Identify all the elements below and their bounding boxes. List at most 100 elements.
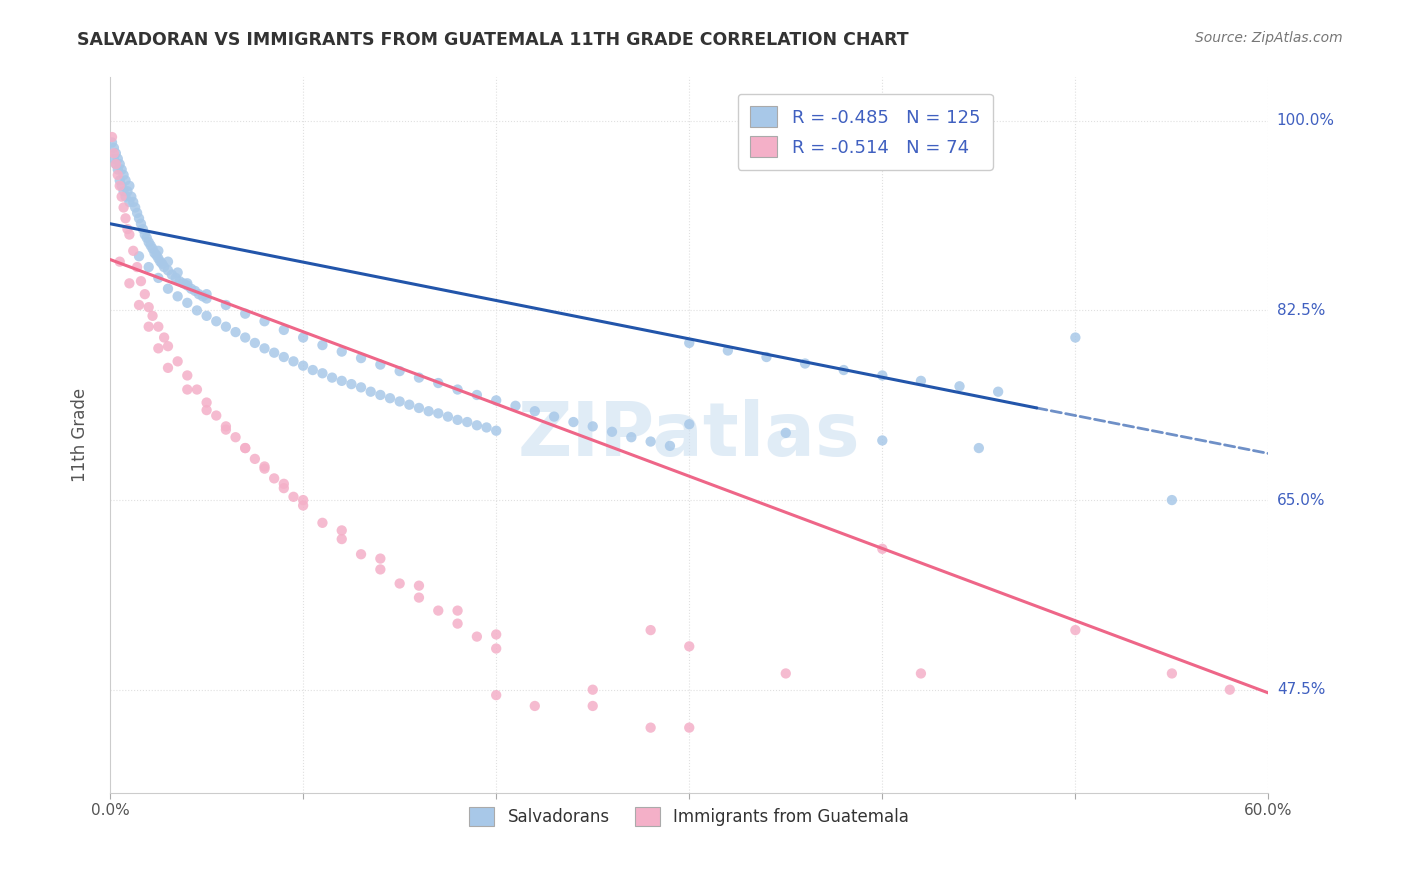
Point xyxy=(437,409,460,424)
Point xyxy=(330,524,353,538)
Point xyxy=(398,398,420,412)
Point xyxy=(128,298,150,312)
Point xyxy=(205,409,228,423)
Point xyxy=(195,403,218,417)
Text: SALVADORAN VS IMMIGRANTS FROM GUATEMALA 11TH GRADE CORRELATION CHART: SALVADORAN VS IMMIGRANTS FROM GUATEMALA … xyxy=(77,31,908,49)
Point xyxy=(273,323,295,337)
Point xyxy=(370,551,392,566)
Point xyxy=(418,404,440,418)
Point xyxy=(446,383,468,397)
Point xyxy=(350,547,373,561)
Point xyxy=(321,370,343,384)
Point xyxy=(485,393,508,408)
Point xyxy=(101,136,124,150)
Point xyxy=(166,289,188,303)
Point xyxy=(427,406,450,420)
Point xyxy=(582,682,605,697)
Point xyxy=(987,384,1010,399)
Point xyxy=(485,688,508,702)
Point xyxy=(156,282,179,296)
Point xyxy=(273,350,295,364)
Point xyxy=(128,249,150,263)
Point xyxy=(114,189,136,203)
Point xyxy=(378,391,401,405)
Point xyxy=(910,374,932,388)
Point xyxy=(465,388,488,402)
Point xyxy=(112,201,135,215)
Point xyxy=(446,604,468,618)
Point xyxy=(108,178,131,193)
Point xyxy=(186,303,208,318)
Point xyxy=(370,562,392,576)
Point xyxy=(311,516,333,530)
Point xyxy=(103,146,125,161)
Point xyxy=(427,376,450,390)
Point xyxy=(215,298,238,312)
Point xyxy=(485,641,508,656)
Point xyxy=(582,698,605,713)
Point xyxy=(263,345,285,359)
Text: Source: ZipAtlas.com: Source: ZipAtlas.com xyxy=(1195,31,1343,45)
Point xyxy=(148,342,170,356)
Point xyxy=(156,263,179,277)
Point xyxy=(138,300,160,314)
Point xyxy=(485,627,508,641)
Point xyxy=(1160,666,1182,681)
Y-axis label: 11th Grade: 11th Grade xyxy=(72,388,89,482)
Point xyxy=(117,184,139,198)
Point xyxy=(139,238,162,252)
Point xyxy=(465,630,488,644)
Point xyxy=(108,173,131,187)
Point xyxy=(138,260,160,274)
Point xyxy=(176,383,198,397)
Text: 82.5%: 82.5% xyxy=(1277,303,1324,318)
Point xyxy=(243,451,266,466)
Point xyxy=(253,459,276,474)
Point xyxy=(582,419,605,434)
Point xyxy=(104,157,127,171)
Point xyxy=(427,604,450,618)
Point xyxy=(160,268,183,282)
Point xyxy=(292,359,315,373)
Point xyxy=(678,640,700,654)
Point xyxy=(775,425,797,440)
Point xyxy=(215,419,238,434)
Point xyxy=(129,274,152,288)
Point xyxy=(111,162,134,177)
Point xyxy=(141,242,163,256)
Text: ZIPatlas: ZIPatlas xyxy=(517,399,860,472)
Point xyxy=(176,368,198,383)
Point xyxy=(243,335,266,350)
Point xyxy=(253,461,276,475)
Point xyxy=(225,430,247,444)
Point xyxy=(153,330,176,344)
Point xyxy=(910,666,932,681)
Point xyxy=(148,252,170,266)
Point xyxy=(150,257,173,271)
Point xyxy=(176,278,198,293)
Point xyxy=(122,195,145,210)
Point xyxy=(562,415,585,429)
Point xyxy=(215,319,238,334)
Point xyxy=(186,383,208,397)
Point xyxy=(143,246,166,260)
Point xyxy=(122,244,145,258)
Point xyxy=(505,399,527,413)
Point xyxy=(118,178,141,193)
Point xyxy=(600,425,623,439)
Point xyxy=(195,292,218,306)
Point xyxy=(1219,682,1241,697)
Point xyxy=(330,344,353,359)
Point xyxy=(111,189,134,203)
Point xyxy=(156,254,179,268)
Point xyxy=(350,351,373,365)
Point xyxy=(340,377,363,392)
Point xyxy=(233,307,256,321)
Point xyxy=(475,420,498,434)
Point xyxy=(678,721,700,735)
Point xyxy=(678,417,700,432)
Point xyxy=(456,415,478,429)
Point xyxy=(311,338,333,352)
Point xyxy=(176,277,198,291)
Point xyxy=(225,325,247,339)
